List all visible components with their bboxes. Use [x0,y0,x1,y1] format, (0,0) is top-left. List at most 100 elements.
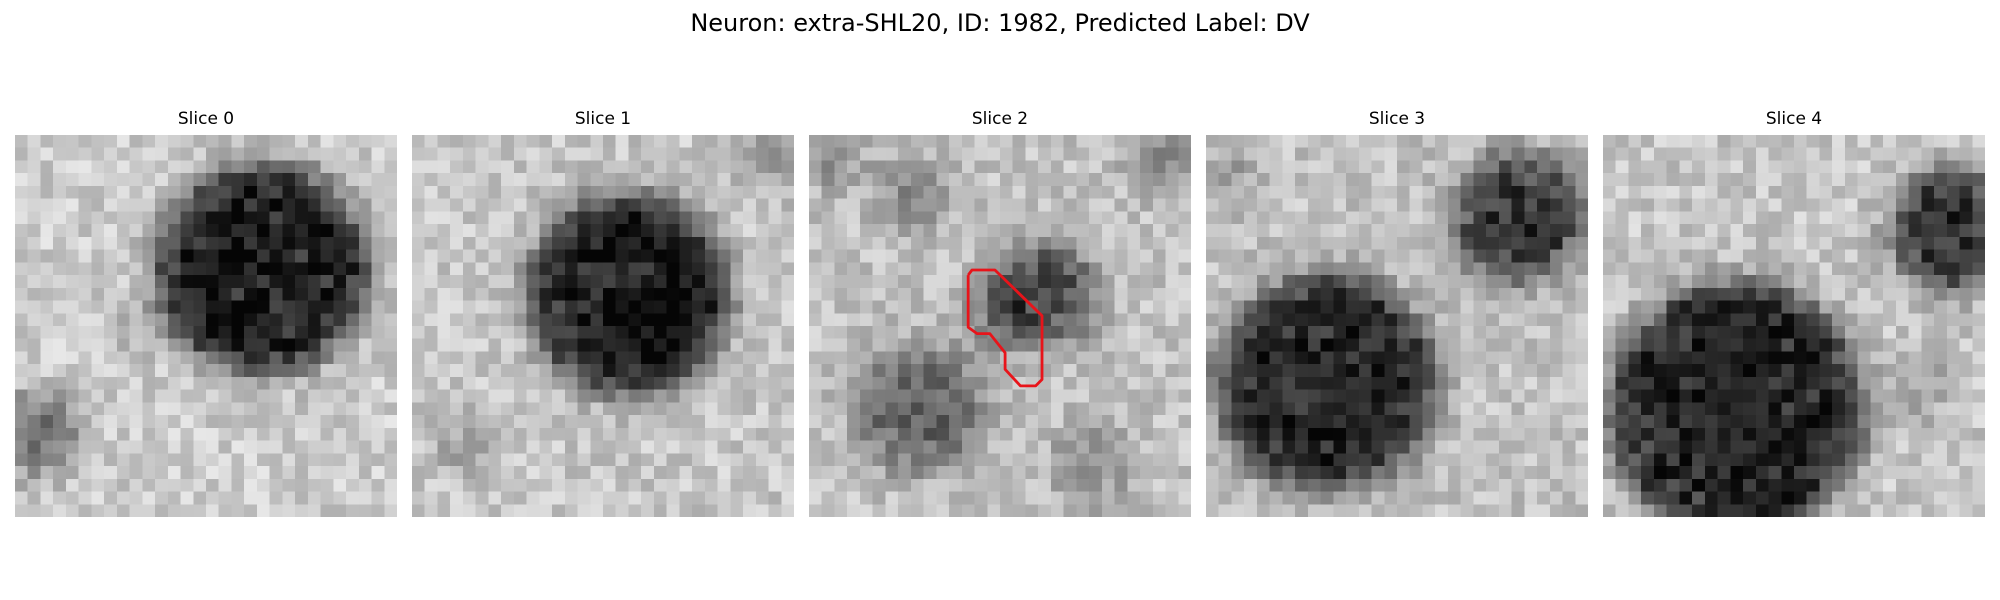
image-pixel [949,211,963,225]
image-pixel [1307,338,1321,352]
image-pixel [1333,275,1347,289]
image-pixel [256,478,270,492]
image-pixel [1346,224,1360,238]
image-pixel [488,135,502,148]
image-pixel [116,504,130,517]
image-pixel [1101,173,1115,187]
image-pixel [755,351,769,365]
image-pixel [1895,147,1909,161]
image-pixel [641,147,655,161]
image-pixel [809,313,822,327]
image-pixel [1524,211,1538,225]
image-pixel [40,491,54,505]
image-pixel [1165,338,1179,352]
image-pixel [1524,389,1538,403]
image-pixel [885,466,899,480]
image-pixel [1946,338,1960,352]
image-pixel [1537,364,1551,378]
image-pixel [653,364,667,378]
image-pixel [1231,147,1245,161]
image-pixel [539,224,553,238]
image-pixel [1692,453,1706,467]
image-pixel [1089,402,1103,416]
image-pixel [1384,198,1398,212]
image-pixel [129,504,143,517]
image-pixel [872,376,886,390]
image-pixel [1435,440,1449,454]
image-pixel [692,364,706,378]
image-pixel [450,491,464,505]
image-pixel [590,415,604,429]
image-pixel [1178,466,1191,480]
image-pixel [1844,262,1858,276]
image-pixel [501,313,515,327]
image-pixel [1038,198,1052,212]
image-pixel [155,326,169,339]
image-pixel [1447,300,1461,314]
image-pixel [1832,440,1846,454]
image-pixel [1127,147,1141,161]
image-pixel [384,427,397,441]
image-pixel [1537,313,1551,327]
image-pixel [307,364,321,378]
image-pixel [346,147,360,161]
image-pixel [1282,376,1296,390]
image-pixel [1743,211,1757,225]
image-pixel [1371,440,1385,454]
image-pixel [412,326,425,339]
image-pixel [987,313,1001,327]
image-pixel [412,249,425,263]
image-pixel [424,287,438,301]
image-pixel [206,376,219,390]
image-pixel [1562,173,1576,187]
image-pixel [1076,415,1090,429]
image-pixel [1883,275,1897,289]
image-pixel [615,160,629,174]
image-pixel [603,185,616,199]
image-pixel [603,249,616,263]
image-pixel [1895,211,1909,225]
image-pixel [1063,224,1077,238]
image-pixel [1666,427,1680,441]
image-pixel [1025,135,1039,148]
image-pixel [513,224,527,238]
image-pixel [974,198,988,212]
image-pixel [526,198,540,212]
image-pixel [781,300,794,314]
image-pixel [1101,147,1115,161]
image-pixel [167,262,181,276]
image-pixel [781,338,794,352]
image-pixel [1959,491,1973,505]
image-pixel [27,275,41,289]
image-pixel [1934,313,1948,327]
image-pixel [526,185,540,199]
image-pixel [821,504,835,517]
image-pixel [142,287,156,301]
image-pixel [1498,402,1512,416]
image-pixel [307,338,321,352]
image-pixel [859,275,873,289]
slice-image-2 [809,135,1191,517]
image-pixel [1730,211,1744,225]
image-pixel [1628,135,1642,148]
image-pixel [1549,453,1563,467]
image-pixel [1908,198,1922,212]
image-pixel [1101,300,1115,314]
image-pixel [116,160,130,174]
image-pixel [564,364,578,378]
image-pixel [936,466,950,480]
image-pixel [987,173,1001,187]
image-pixel [781,427,794,441]
image-pixel [821,249,835,263]
image-pixel [218,453,232,467]
image-pixel [936,275,950,289]
image-pixel [501,504,515,517]
image-pixel [1511,402,1525,416]
image-pixel [231,466,245,480]
image-pixel [1615,185,1629,199]
image-pixel [1537,402,1551,416]
image-pixel [412,224,425,238]
image-pixel [412,236,425,250]
image-pixel [320,478,334,492]
image-pixel [450,351,464,365]
